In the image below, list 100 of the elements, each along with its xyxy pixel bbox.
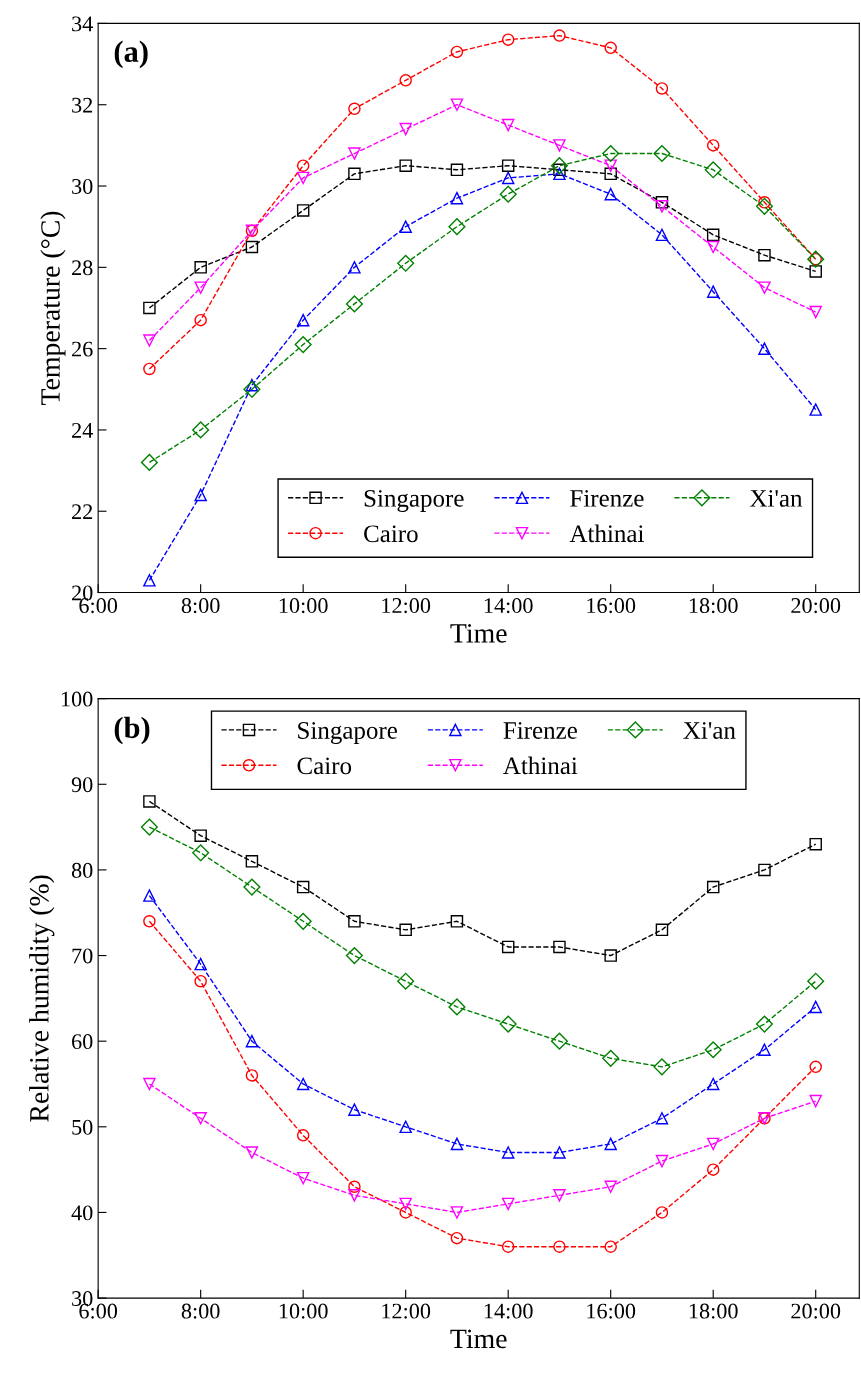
point xyxy=(140,818,158,836)
x-axis-title: Time xyxy=(450,1329,507,1349)
point xyxy=(550,157,568,175)
point xyxy=(399,220,412,233)
annotation: (a) xyxy=(114,40,148,69)
point xyxy=(655,196,669,209)
point xyxy=(194,313,207,327)
point xyxy=(448,998,466,1016)
point xyxy=(399,1206,412,1219)
point xyxy=(399,1197,412,1211)
y-tick-label: 80 xyxy=(71,862,93,878)
point xyxy=(501,33,515,46)
point xyxy=(348,102,361,116)
point xyxy=(296,159,310,172)
point xyxy=(706,1163,720,1176)
point xyxy=(755,1015,774,1033)
point xyxy=(296,313,310,327)
point xyxy=(706,1077,720,1091)
y-tick-label: 50 xyxy=(72,1119,93,1135)
x-tick-label: 14:00 xyxy=(484,598,533,614)
point xyxy=(345,946,363,965)
point xyxy=(399,159,412,172)
legend-label: Firenze xyxy=(503,722,577,739)
point xyxy=(194,957,207,971)
point xyxy=(143,795,156,808)
point xyxy=(706,1137,720,1151)
y-tick-label: 22 xyxy=(72,504,93,519)
point xyxy=(758,342,771,355)
point xyxy=(758,863,771,877)
x-tick-label: 12:00 xyxy=(382,1303,431,1319)
point xyxy=(809,837,822,851)
point xyxy=(294,336,312,354)
point xyxy=(399,923,412,937)
x-tick-label: 14:00 xyxy=(484,1303,533,1319)
point xyxy=(604,1240,617,1253)
point xyxy=(143,362,156,376)
point xyxy=(296,1171,310,1185)
point xyxy=(245,378,259,392)
point xyxy=(706,285,720,298)
point xyxy=(348,167,361,181)
point xyxy=(655,82,669,95)
point xyxy=(143,301,156,315)
point xyxy=(553,139,566,152)
point xyxy=(553,29,566,42)
point xyxy=(294,912,312,930)
x-tick-label: 18:00 xyxy=(689,1303,738,1319)
point xyxy=(553,1146,566,1159)
point xyxy=(399,74,412,87)
point xyxy=(809,265,822,278)
point xyxy=(553,1189,566,1202)
y-tick-label: 70 xyxy=(72,948,93,964)
y-axis-title: Temperature (°C) xyxy=(40,211,66,405)
point xyxy=(296,171,310,185)
point xyxy=(655,923,669,937)
point xyxy=(192,844,210,862)
point xyxy=(706,228,720,242)
legend-label: Athinai xyxy=(569,524,644,543)
x-tick-label: 16:00 xyxy=(587,1303,636,1319)
point xyxy=(706,139,720,152)
point xyxy=(143,1077,156,1091)
point xyxy=(501,171,515,185)
legend-label: Cairo xyxy=(297,757,352,775)
point xyxy=(501,1146,515,1159)
point xyxy=(348,147,361,160)
point xyxy=(604,949,617,962)
y-tick-label: 40 xyxy=(71,1205,93,1221)
point xyxy=(243,380,261,398)
point xyxy=(501,1197,515,1211)
point xyxy=(704,1041,722,1059)
point xyxy=(602,1049,620,1067)
point xyxy=(348,1189,361,1202)
annotation: (b) xyxy=(114,716,150,745)
y-tick-label: 30 xyxy=(72,178,93,194)
point xyxy=(809,305,822,319)
point xyxy=(296,880,310,894)
x-tick-label: 20:00 xyxy=(791,1303,841,1319)
x-tick-label: 8:00 xyxy=(181,1303,220,1319)
point xyxy=(143,574,156,587)
point xyxy=(450,191,464,205)
point xyxy=(653,144,671,163)
x-tick-label: 16:00 xyxy=(587,598,636,614)
point xyxy=(553,940,566,954)
point xyxy=(655,200,669,213)
point xyxy=(450,1206,464,1219)
point xyxy=(655,1111,669,1125)
point xyxy=(245,1034,259,1048)
legend-label: Singapore xyxy=(298,722,397,745)
point xyxy=(143,334,156,347)
point xyxy=(653,1058,671,1076)
point xyxy=(194,488,207,502)
point xyxy=(655,1154,669,1168)
point xyxy=(499,1015,517,1033)
point xyxy=(604,1137,617,1151)
point xyxy=(194,1111,207,1125)
point xyxy=(450,163,464,177)
point xyxy=(143,889,156,902)
x-tick-label: 18:00 xyxy=(689,598,738,614)
y-tick-label: 32 xyxy=(72,97,93,113)
point xyxy=(809,403,822,416)
point xyxy=(243,878,261,896)
